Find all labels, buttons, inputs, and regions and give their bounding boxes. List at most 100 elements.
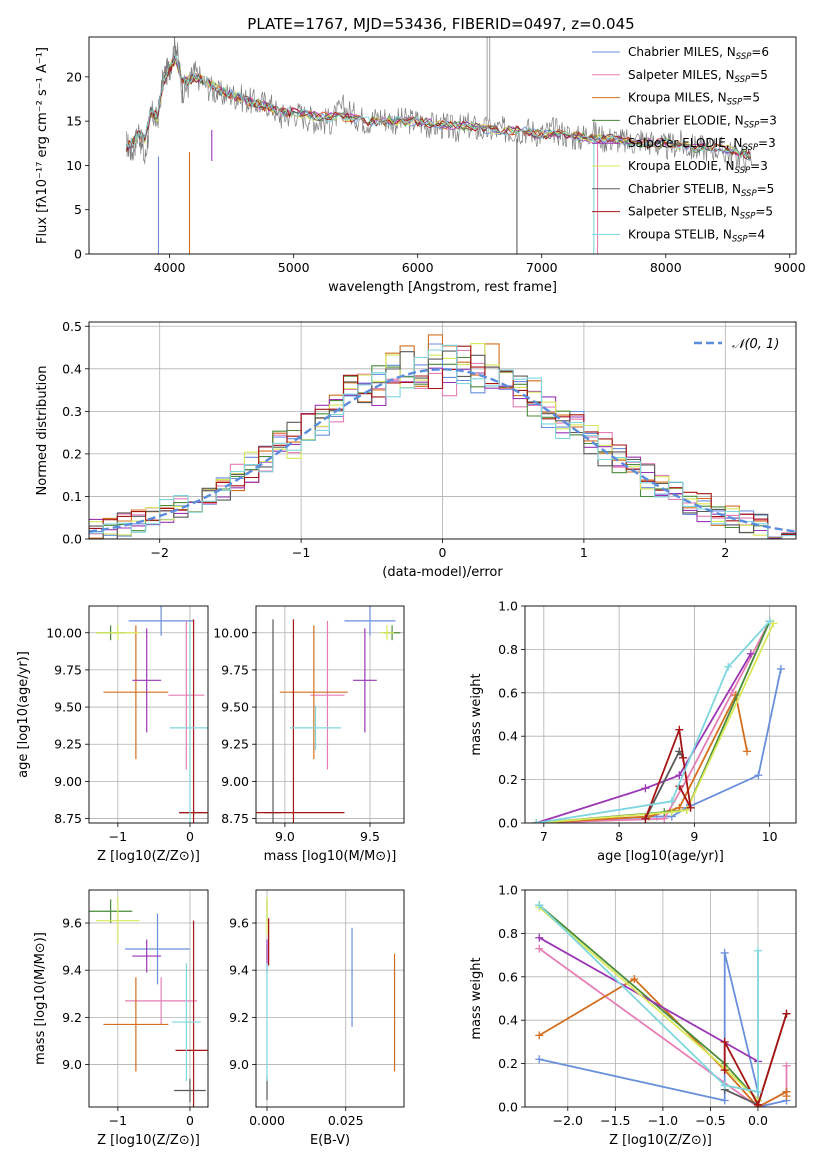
y-tick-label: 9.6 (229, 916, 249, 931)
x-axis-label: (data-model)/error (382, 565, 503, 580)
x-tick-label: 9.5 (360, 829, 380, 844)
y-tick-label: 20 (66, 69, 82, 84)
legend-label: Kroupa ELODIE, NSSP=3 (628, 159, 768, 176)
weight-marker (753, 946, 762, 955)
axes-frame (255, 605, 405, 824)
x-axis-label: mass [log10(M/M⊙)] (264, 849, 397, 864)
y-tick-label: 8.75 (54, 811, 82, 826)
normal-reference-curve (89, 368, 796, 533)
y-tick-label: 9.25 (54, 737, 82, 752)
x-tick-label: 7 (540, 829, 548, 844)
weight-line (536, 653, 752, 823)
x-tick-label: −1.0 (648, 1113, 678, 1128)
weight-marker (753, 1087, 762, 1096)
x-tick-label: 0.0 (748, 1113, 768, 1128)
y-tick-label: 10 (66, 158, 82, 173)
y-tick-label: 0.2 (498, 772, 518, 787)
y-tick-label: 0.8 (498, 642, 518, 657)
y-tick-label: 0.2 (498, 1056, 518, 1071)
weight-marker (532, 819, 541, 823)
x-tick-label: 1 (580, 545, 588, 560)
y-tick-label: 9.00 (54, 774, 82, 789)
y-tick-label: 9.2 (229, 1010, 249, 1025)
axes-frame (88, 605, 209, 824)
weight-marker (782, 1061, 791, 1070)
axes-frame (88, 321, 797, 540)
plot-area (89, 890, 208, 1107)
weight-marker (765, 617, 774, 626)
weight-marker (535, 933, 544, 942)
plot-area (89, 322, 796, 539)
y-tick-label: 9.0 (62, 1057, 82, 1072)
weight-marker (641, 814, 650, 823)
legend-label: Salpeter STELIB, NSSP=5 (628, 205, 773, 222)
y-tick-label: 0.3 (62, 404, 82, 419)
x-tick-label: 9000 (774, 260, 806, 275)
weight-marker (776, 664, 785, 673)
chart-weight_vs_age: 7 8 9 10 0.0 0.2 0.4 0.6 0.8 1.0 age [log10(age/yr… (469, 599, 797, 864)
y-tick-label: 9.4 (229, 963, 249, 978)
y-tick-label: 0.0 (62, 532, 82, 547)
plot-area (256, 890, 404, 1107)
model-spectrum-line (125, 54, 751, 159)
legend-label: 𝒩(0, 1) (732, 337, 779, 352)
y-tick-label: 15 (66, 114, 82, 129)
weight-marker (782, 1092, 791, 1101)
x-tick-label: −0.5 (695, 1113, 725, 1128)
x-tick-label: −1.5 (600, 1113, 630, 1128)
weight-marker (720, 1081, 729, 1090)
y-tick-label: 9.50 (221, 700, 249, 715)
weight-line (723, 1013, 788, 1107)
y-tick-label: 8.75 (221, 811, 249, 826)
weight-marker (743, 747, 752, 756)
y-tick-label: 1.0 (498, 883, 518, 898)
x-tick-label: −1 (109, 829, 127, 844)
y-tick-label: 0.0 (498, 816, 518, 831)
chart-age_vs_Z: −1 0 8.75 9.00 9.25 9.50 9.75 10.00 Z [log10(Z/Z… (16, 605, 209, 864)
x-tick-label: 0.000 (249, 1113, 285, 1128)
axes-frame (88, 36, 797, 255)
y-tick-label: 0.6 (498, 969, 518, 984)
weight-marker (535, 944, 544, 953)
x-tick-label: −2.0 (553, 1113, 583, 1128)
y-tick-label: 9.50 (54, 700, 82, 715)
legend-label: Chabrier ELODIE, NSSP=3 (628, 113, 777, 130)
y-tick-label: 0.1 (62, 489, 82, 504)
chart-weight_vs_Z: −2.0 −1.5 −1.0 −0.5 0.0 0.0 0.2 0.4 0.6 0.8 1.0 Z [… (469, 883, 797, 1148)
y-axis-label: Flux [fλ10⁻¹⁷ erg cm⁻² s⁻¹ A⁻¹] (35, 47, 50, 244)
weight-marker (630, 974, 639, 983)
y-tick-label: 9.25 (221, 737, 249, 752)
x-tick-label: 5000 (278, 260, 310, 275)
y-tick-label: 9.6 (62, 916, 82, 931)
model-spectrum-line (125, 58, 751, 158)
spectrum-legend: Chabrier MILES, NSSP=6 Salpeter MILES, NS… (592, 45, 777, 244)
axes-frame (88, 889, 209, 1108)
plot-area (89, 606, 208, 823)
x-tick-label: 8000 (650, 260, 682, 275)
weight-marker (782, 1009, 791, 1018)
legend-label: Salpeter ELODIE, NSSP=3 (628, 136, 776, 153)
weight-marker (535, 901, 544, 910)
axes-frame (524, 605, 797, 824)
y-tick-label: 9.2 (62, 1010, 82, 1025)
y-axis-label: Normed distribution (35, 366, 50, 496)
y-tick-label: 0.0 (498, 1100, 518, 1115)
y-tick-label: 0.4 (498, 729, 518, 744)
weight-line (538, 904, 759, 1093)
x-axis-label: wavelength [Angstrom, rest frame] (328, 280, 557, 295)
weight-line (538, 936, 759, 1063)
y-tick-label: 0.2 (62, 446, 82, 461)
weight-line (536, 620, 771, 823)
y-tick-label: 9.75 (54, 662, 82, 677)
y-tick-label: 10.00 (213, 625, 249, 640)
y-tick-label: 0.4 (498, 1013, 518, 1028)
weight-line (536, 623, 775, 823)
x-tick-label: 0 (186, 829, 194, 844)
y-axis-label: mass [log10(M/M⊙)] (33, 932, 48, 1065)
weight-marker (720, 948, 729, 957)
observed-spectrum-line (126, 37, 753, 172)
weight-marker (535, 1055, 544, 1064)
y-tick-label: 9.0 (229, 1057, 249, 1072)
y-tick-label: 1.0 (498, 599, 518, 614)
